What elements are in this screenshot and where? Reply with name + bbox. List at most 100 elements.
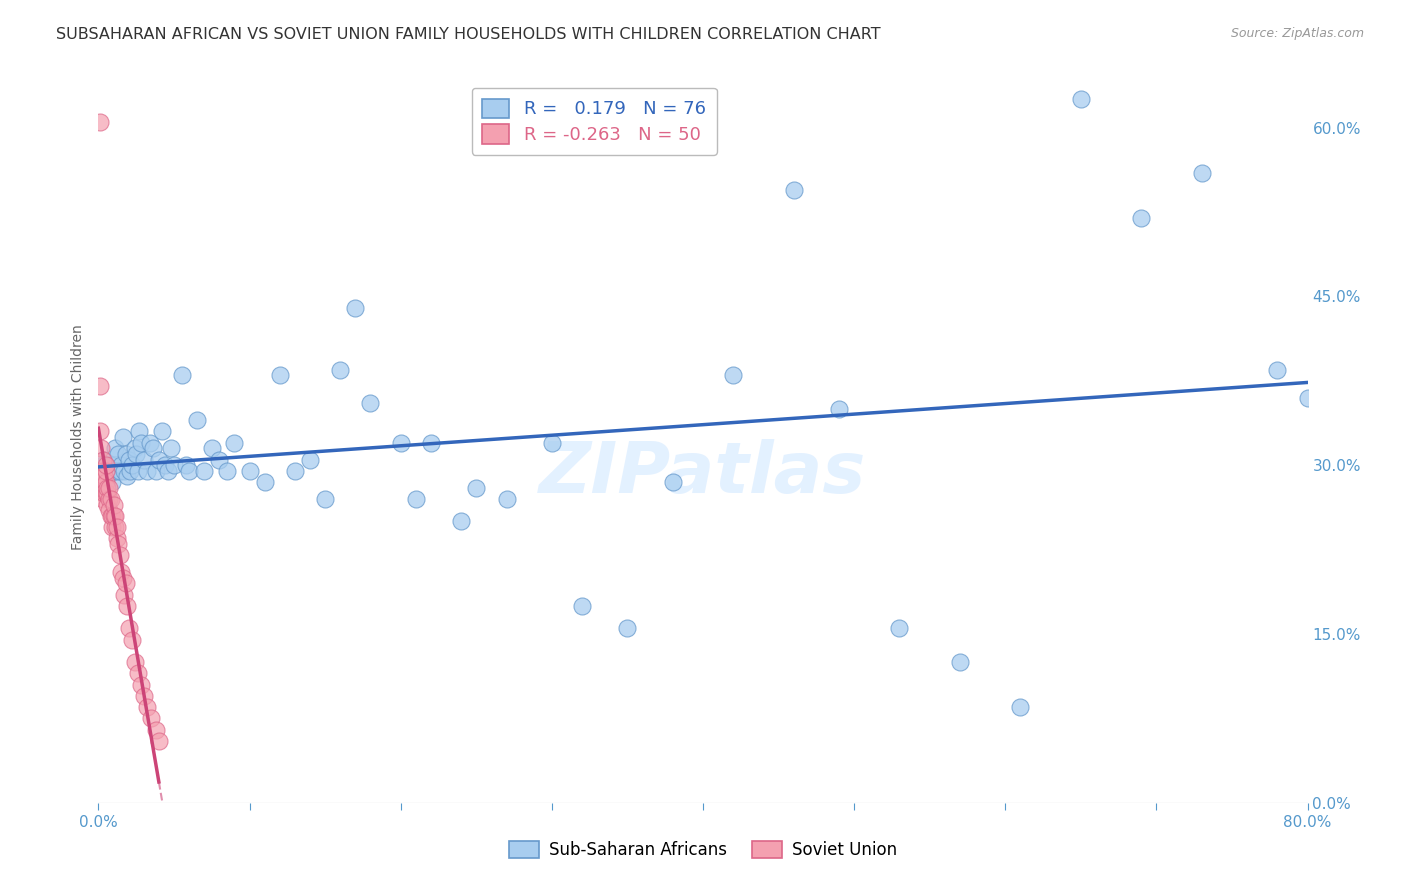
Point bbox=[284, 464, 307, 478]
Point bbox=[129, 435, 152, 450]
Legend: Sub-Saharan Africans, Soviet Union: Sub-Saharan Africans, Soviet Union bbox=[502, 834, 904, 866]
Point bbox=[90, 481, 112, 495]
Point bbox=[96, 498, 118, 512]
Point bbox=[110, 565, 132, 579]
Point bbox=[723, 368, 745, 383]
Point bbox=[120, 464, 142, 478]
Point bbox=[111, 571, 134, 585]
Point bbox=[100, 458, 122, 473]
Legend: R =   0.179   N = 76, R = -0.263   N = 50: R = 0.179 N = 76, R = -0.263 N = 50 bbox=[471, 87, 717, 154]
Point bbox=[127, 666, 149, 681]
Point bbox=[112, 588, 135, 602]
Point bbox=[114, 576, 136, 591]
Point bbox=[193, 464, 215, 478]
Point bbox=[103, 498, 125, 512]
Point bbox=[208, 452, 231, 467]
Point bbox=[314, 491, 336, 506]
Point bbox=[420, 435, 443, 450]
Point bbox=[96, 486, 118, 500]
Point bbox=[105, 464, 128, 478]
Point bbox=[115, 469, 138, 483]
Point bbox=[132, 689, 155, 703]
Point bbox=[495, 491, 517, 506]
Point bbox=[127, 464, 149, 478]
Point bbox=[96, 481, 118, 495]
Point bbox=[118, 621, 141, 635]
Point bbox=[141, 711, 163, 725]
Point bbox=[93, 452, 115, 467]
Point bbox=[239, 464, 262, 478]
Point bbox=[94, 464, 117, 478]
Point bbox=[142, 442, 165, 456]
Point bbox=[150, 425, 173, 439]
Point bbox=[828, 401, 851, 416]
Point bbox=[153, 458, 176, 473]
Text: ZIPatlas: ZIPatlas bbox=[540, 439, 866, 508]
Point bbox=[1267, 362, 1289, 376]
Point bbox=[344, 301, 367, 315]
Point bbox=[129, 678, 152, 692]
Point bbox=[616, 621, 638, 635]
Point bbox=[104, 508, 127, 523]
Point bbox=[98, 481, 121, 495]
Point bbox=[94, 475, 117, 489]
Point bbox=[174, 458, 197, 473]
Point bbox=[93, 469, 115, 483]
Point bbox=[91, 464, 114, 478]
Point bbox=[104, 520, 127, 534]
Point bbox=[329, 362, 352, 376]
Point bbox=[114, 447, 136, 461]
Point bbox=[89, 425, 111, 439]
Point bbox=[201, 442, 224, 456]
Point bbox=[91, 491, 114, 506]
Point bbox=[108, 464, 131, 478]
Point bbox=[118, 452, 141, 467]
Point bbox=[98, 491, 121, 506]
Point bbox=[93, 486, 115, 500]
Point bbox=[128, 425, 150, 439]
Point bbox=[98, 503, 121, 517]
Point bbox=[115, 599, 138, 613]
Point bbox=[91, 486, 114, 500]
Point bbox=[94, 458, 117, 473]
Point bbox=[661, 475, 683, 489]
Point bbox=[101, 508, 124, 523]
Point bbox=[1130, 211, 1153, 225]
Point bbox=[135, 700, 157, 714]
Point bbox=[224, 435, 246, 450]
Point bbox=[1191, 166, 1213, 180]
Point bbox=[108, 548, 131, 562]
Point bbox=[253, 475, 276, 489]
Point bbox=[100, 491, 122, 506]
Point bbox=[89, 379, 111, 393]
Point bbox=[132, 452, 155, 467]
Point bbox=[148, 452, 170, 467]
Point bbox=[101, 475, 124, 489]
Point bbox=[111, 430, 134, 444]
Point bbox=[105, 520, 128, 534]
Point bbox=[94, 464, 117, 478]
Point bbox=[103, 464, 125, 478]
Point bbox=[94, 486, 117, 500]
Point bbox=[1010, 700, 1032, 714]
Point bbox=[98, 464, 121, 478]
Point bbox=[405, 491, 427, 506]
Point bbox=[104, 442, 127, 456]
Point bbox=[571, 599, 593, 613]
Point bbox=[783, 182, 806, 196]
Point bbox=[148, 734, 170, 748]
Point bbox=[139, 435, 162, 450]
Point bbox=[156, 464, 179, 478]
Point bbox=[121, 458, 143, 473]
Point bbox=[91, 458, 114, 473]
Point bbox=[121, 632, 143, 647]
Point bbox=[112, 464, 135, 478]
Point bbox=[269, 368, 291, 383]
Point bbox=[299, 452, 322, 467]
Y-axis label: Family Households with Children: Family Households with Children bbox=[70, 324, 84, 550]
Point bbox=[145, 464, 167, 478]
Point bbox=[90, 442, 112, 456]
Point bbox=[186, 413, 208, 427]
Point bbox=[105, 532, 128, 546]
Point bbox=[96, 469, 118, 483]
